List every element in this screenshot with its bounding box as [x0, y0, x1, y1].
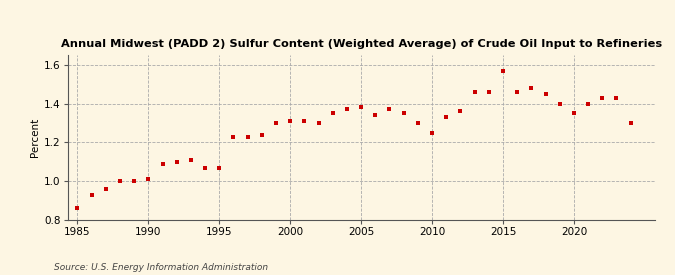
Point [497, 68, 508, 73]
Point [583, 101, 593, 106]
Point [129, 179, 140, 183]
Point [384, 107, 395, 112]
Point [186, 158, 196, 162]
Point [313, 121, 324, 125]
Point [540, 92, 551, 96]
Point [398, 111, 409, 116]
Point [228, 134, 239, 139]
Point [342, 107, 352, 112]
Point [455, 109, 466, 114]
Point [242, 134, 253, 139]
Point [101, 187, 111, 191]
Point [483, 90, 494, 94]
Point [86, 192, 97, 197]
Point [157, 161, 168, 166]
Point [143, 177, 154, 182]
Point [412, 121, 423, 125]
Point [512, 90, 522, 94]
Point [356, 105, 367, 110]
Point [200, 165, 211, 170]
Point [611, 95, 622, 100]
Point [370, 113, 381, 117]
Point [256, 132, 267, 137]
Point [441, 115, 452, 119]
Point [72, 206, 83, 211]
Text: Source: U.S. Energy Information Administration: Source: U.S. Energy Information Administ… [54, 263, 268, 272]
Point [427, 130, 437, 135]
Point [568, 111, 579, 116]
Point [554, 101, 565, 106]
Point [625, 121, 636, 125]
Y-axis label: Percent: Percent [30, 118, 40, 157]
Point [171, 160, 182, 164]
Title: Annual Midwest (PADD 2) Sulfur Content (Weighted Average) of Crude Oil Input to : Annual Midwest (PADD 2) Sulfur Content (… [61, 39, 662, 49]
Point [214, 165, 225, 170]
Point [327, 111, 338, 116]
Point [469, 90, 480, 94]
Point [299, 119, 310, 123]
Point [526, 86, 537, 90]
Point [271, 121, 281, 125]
Point [115, 179, 126, 183]
Point [597, 95, 608, 100]
Point [285, 119, 296, 123]
